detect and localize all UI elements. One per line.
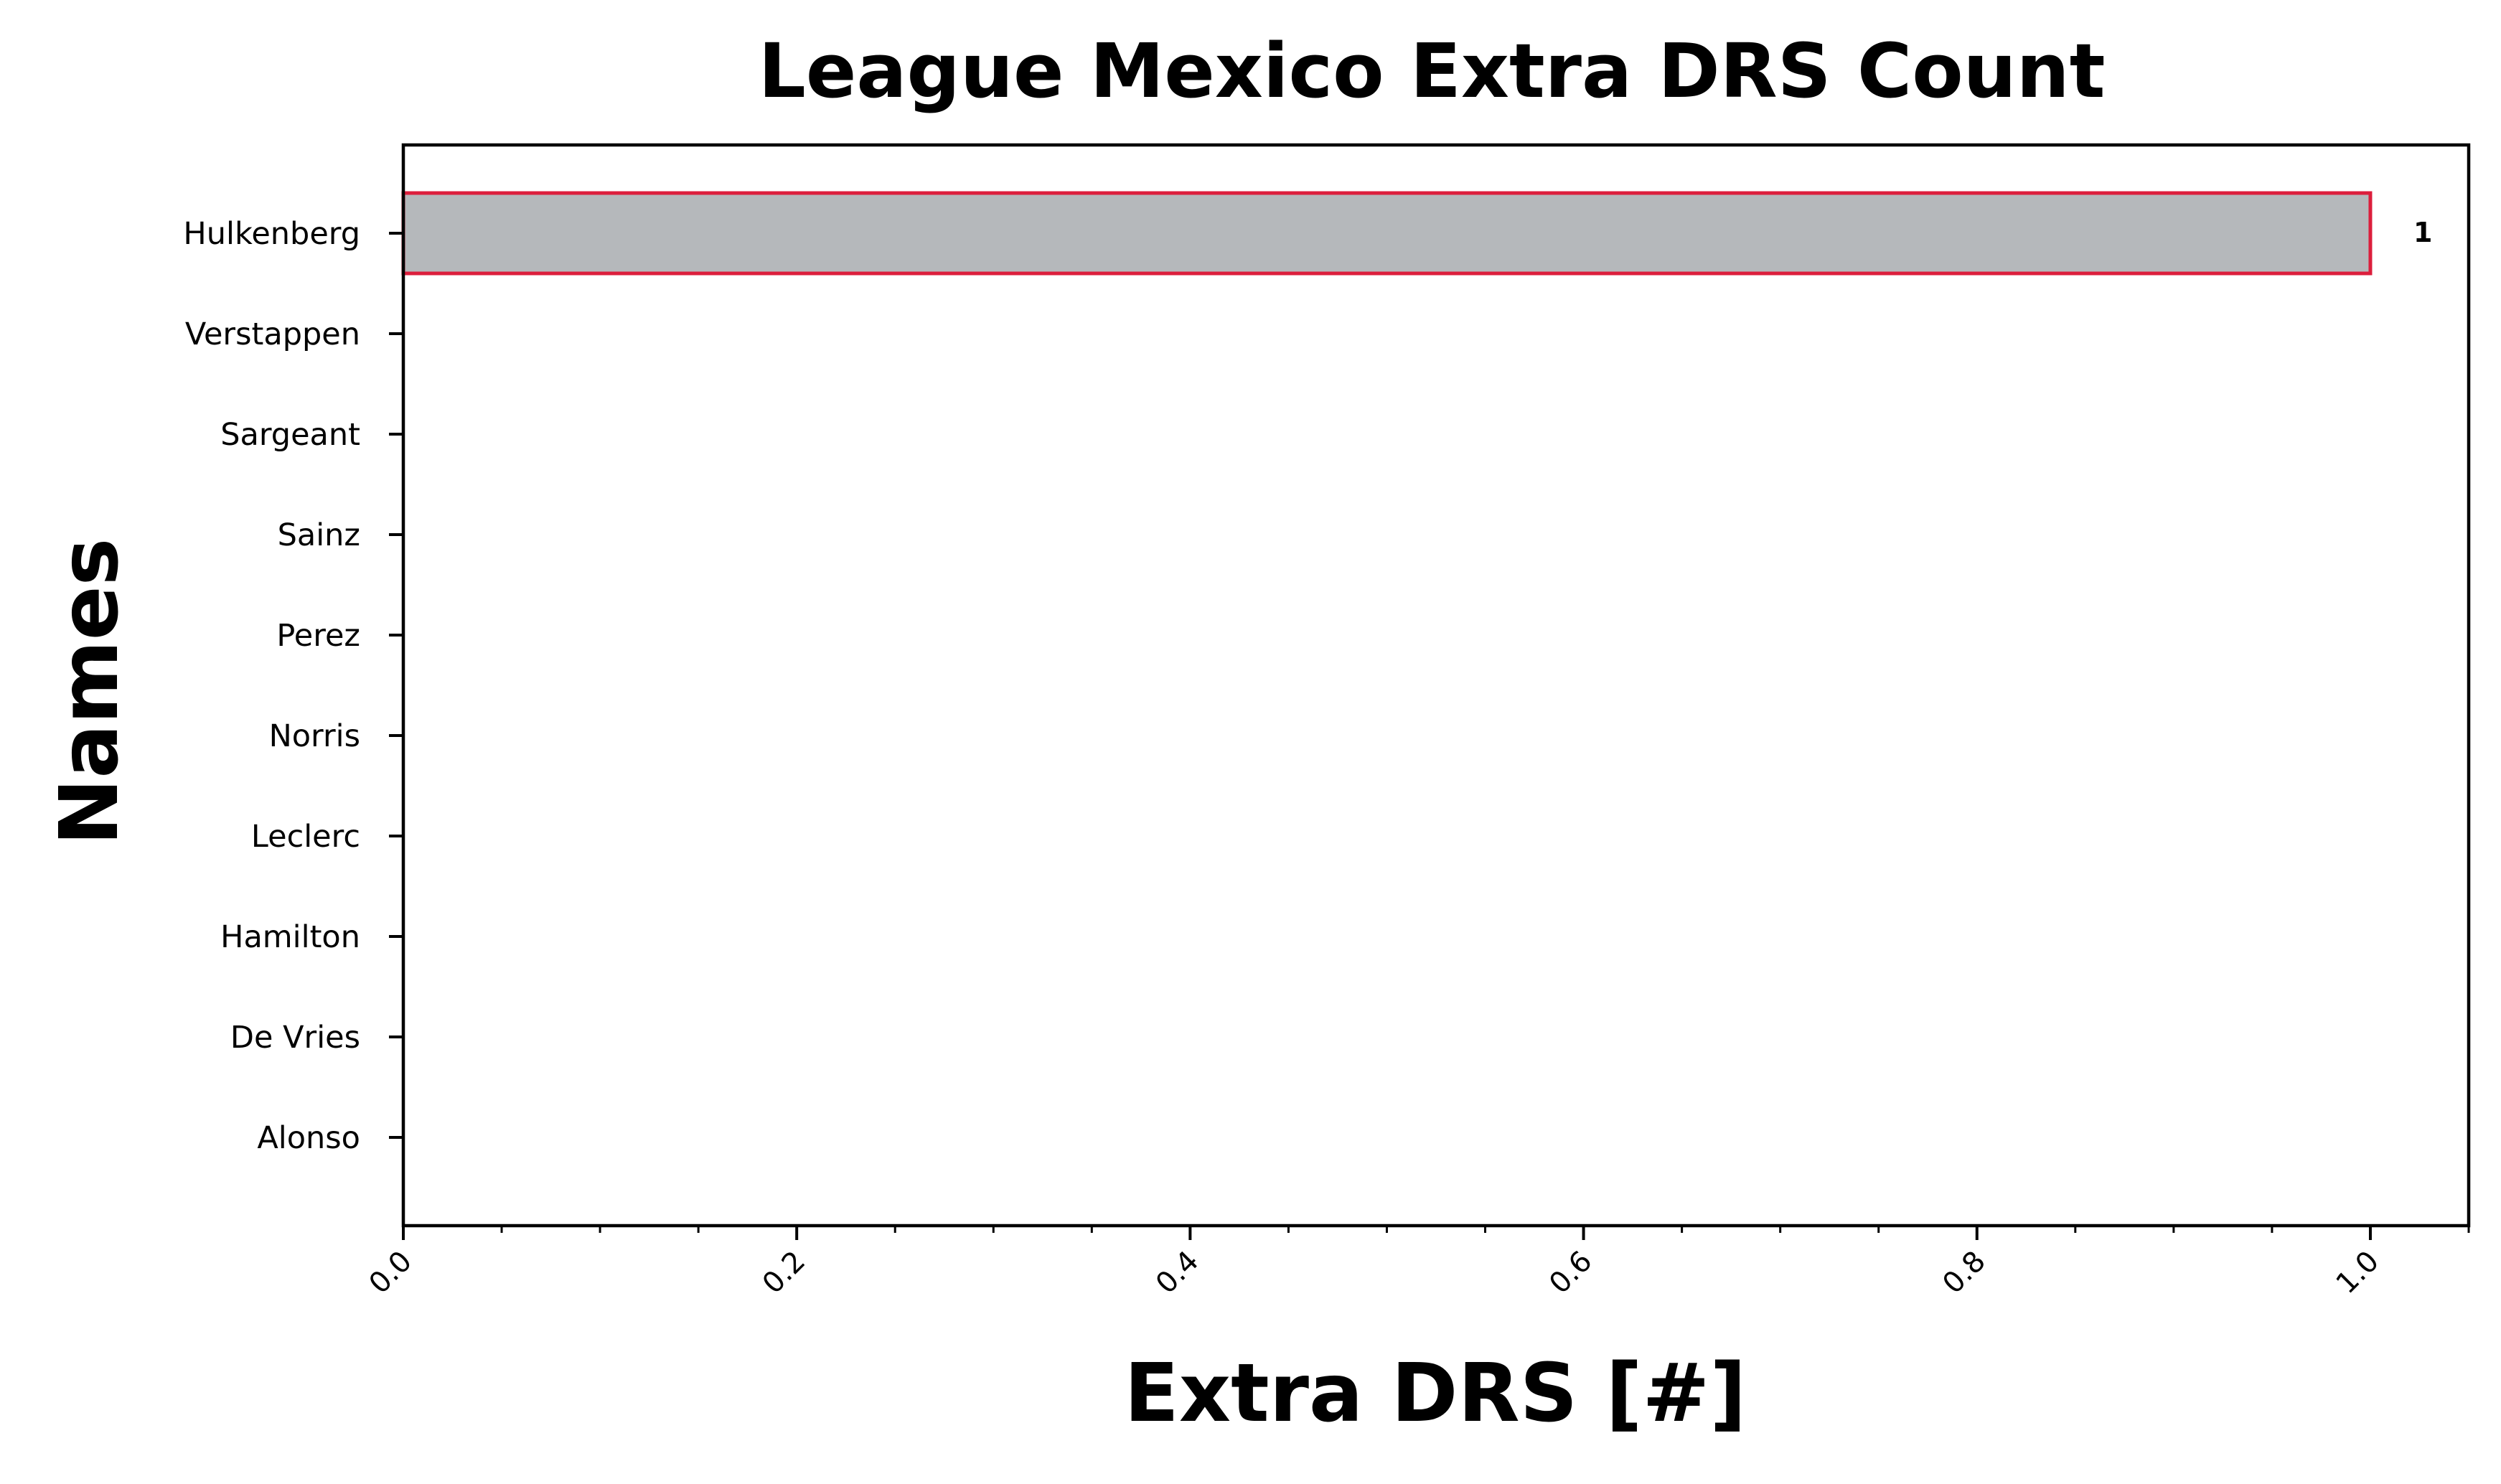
- y-tick-label: Hulkenberg: [183, 216, 360, 252]
- y-tick-label: Leclerc: [251, 819, 360, 855]
- y-axis-title: Names: [43, 538, 136, 846]
- y-tick-label: Alonso: [257, 1120, 360, 1156]
- y-tick-label: Verstappen: [185, 316, 360, 352]
- y-tick-label: Perez: [276, 618, 360, 654]
- y-tick-label: Sargeant: [220, 417, 360, 453]
- x-axis-title: Extra DRS [#]: [1124, 1347, 1746, 1440]
- y-tick-label: Norris: [269, 718, 360, 754]
- y-tick-label: Sainz: [278, 517, 360, 553]
- bars-layer: [401, 191, 2373, 276]
- bar-hulkenberg: [401, 191, 2373, 276]
- y-axis: Hulkenberg Verstappen Sargeant Sainz Perez No…: [183, 216, 403, 1156]
- value-labels-layer: 1: [2413, 217, 2432, 248]
- chart-title: League Mexico Extra DRS Count: [759, 27, 2106, 115]
- value-label: 1: [2413, 217, 2432, 248]
- plot-frame: [401, 143, 2471, 1228]
- y-tick-label: Hamilton: [220, 919, 360, 955]
- y-tick-label: De Vries: [230, 1020, 360, 1056]
